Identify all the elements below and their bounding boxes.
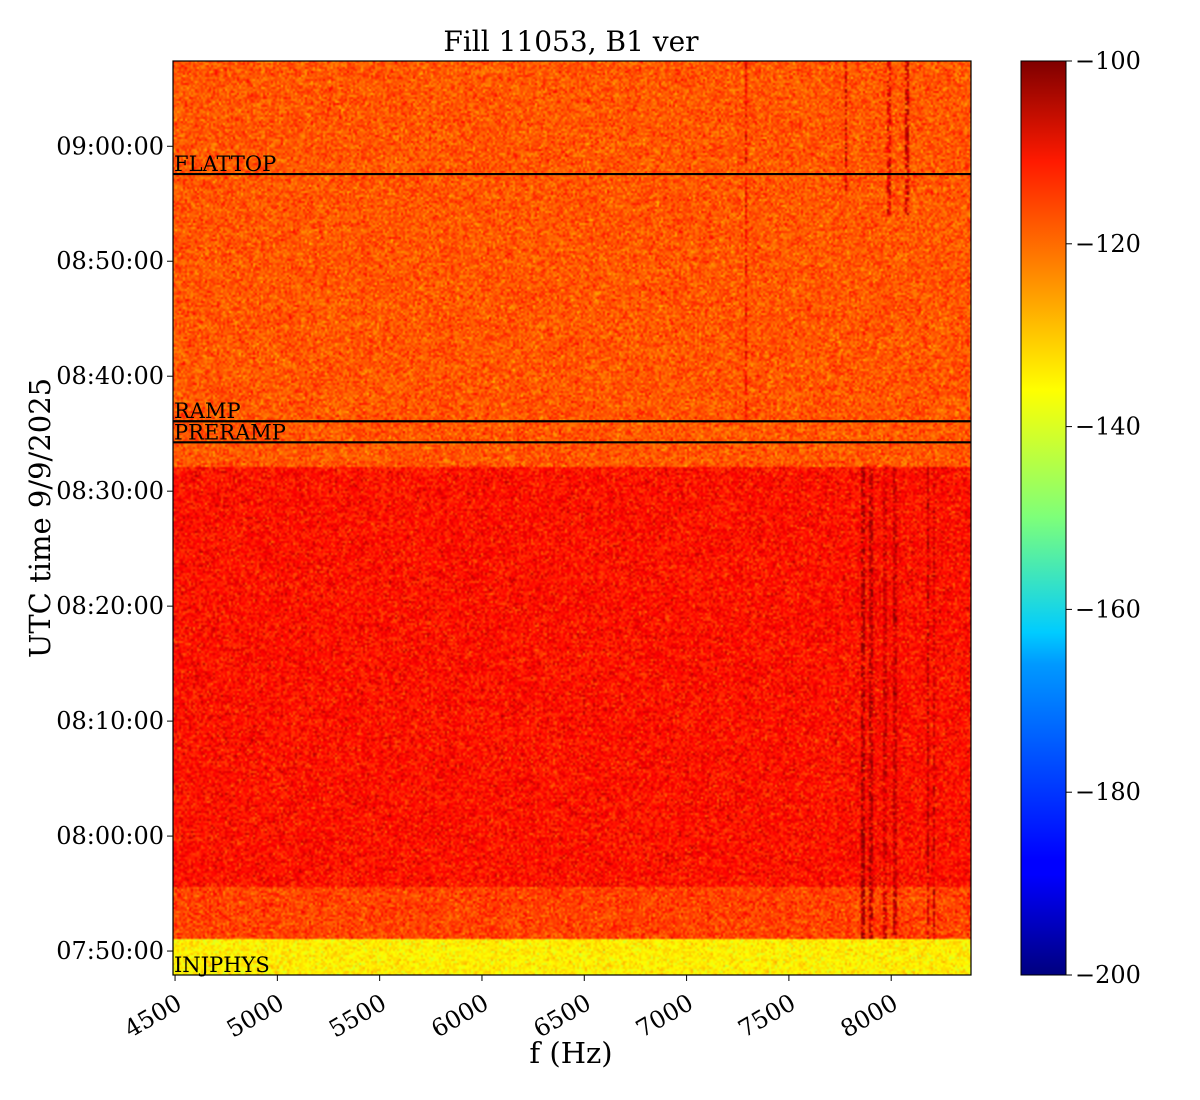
x-axis-label: f (Hz) bbox=[529, 1036, 612, 1070]
phase-label: PRERAMP bbox=[174, 420, 286, 444]
y-tick-label: 07:50:00 bbox=[56, 937, 164, 965]
x-tick-label: 8000 bbox=[836, 988, 903, 1043]
y-tick-label: 08:40:00 bbox=[56, 362, 164, 390]
spectrogram-heatmap bbox=[173, 61, 971, 975]
colorbar-tick-label: −140 bbox=[1075, 413, 1141, 441]
colorbar-tick-label: −160 bbox=[1075, 595, 1141, 623]
y-tick-label: 08:10:00 bbox=[56, 707, 164, 735]
x-tick-label: 7000 bbox=[631, 988, 698, 1043]
x-tick-label: 5000 bbox=[222, 988, 289, 1043]
y-tick-label: 08:30:00 bbox=[56, 477, 164, 505]
colorbar-tick-label: −120 bbox=[1075, 230, 1141, 258]
y-tick-label: 08:20:00 bbox=[56, 592, 164, 620]
x-tick-label: 6000 bbox=[426, 988, 493, 1043]
x-tick-label: 7500 bbox=[733, 988, 800, 1043]
colorbar-tick-label: −100 bbox=[1075, 47, 1141, 75]
phase-label: RAMP bbox=[174, 399, 241, 423]
colorbar-gradient bbox=[1020, 60, 1067, 976]
x-tick-label: 5500 bbox=[324, 988, 391, 1043]
x-axis: 4500 5000 5500 6000 6500 7000 7500 8000 bbox=[120, 975, 903, 1043]
colorbar: −100 −120 −140 −160 −180 −200 bbox=[1020, 47, 1141, 989]
y-axis-label: UTC time 9/9/2025 bbox=[23, 378, 57, 658]
colorbar-ticks: −100 −120 −140 −160 −180 −200 bbox=[1066, 47, 1141, 989]
y-axis: 07:50:00 08:00:00 08:10:00 08:20:00 08:30:00… bbox=[56, 132, 173, 965]
y-tick-label: 09:00:00 bbox=[56, 132, 164, 160]
y-tick-label: 08:00:00 bbox=[56, 822, 164, 850]
colorbar-tick-label: −200 bbox=[1075, 961, 1141, 989]
y-tick-label: 08:50:00 bbox=[56, 247, 164, 275]
x-tick-label: 4500 bbox=[120, 988, 187, 1043]
plot-frame bbox=[172, 60, 972, 976]
colorbar-tick-label: −180 bbox=[1075, 778, 1141, 806]
phase-label: FLATTOP bbox=[174, 152, 276, 176]
phase-label: INJPHYS bbox=[174, 953, 270, 977]
chart-title: Fill 11053, B1 ver bbox=[443, 25, 699, 58]
